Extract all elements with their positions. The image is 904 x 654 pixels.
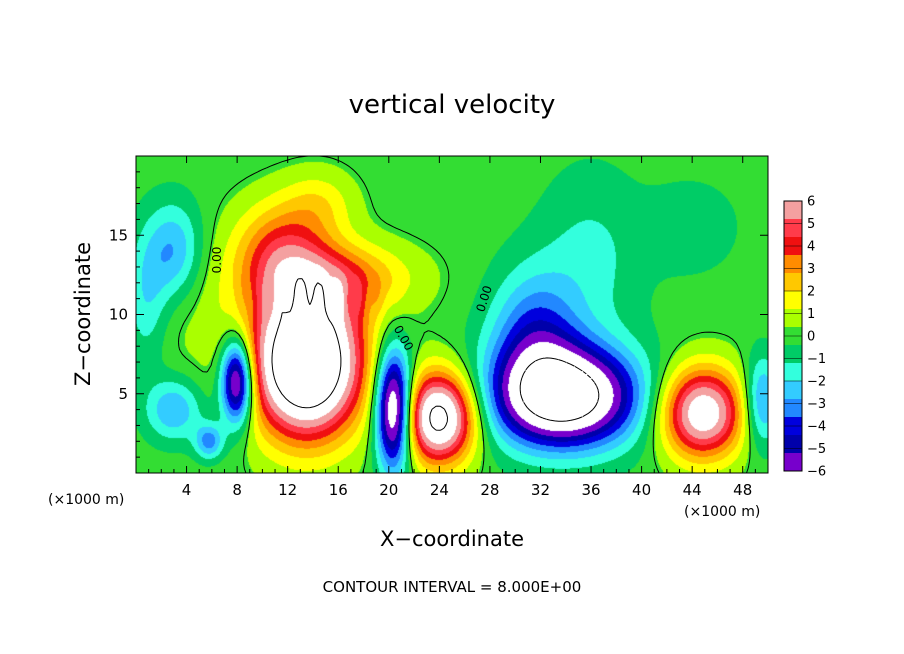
x-tick-label: 32 bbox=[531, 481, 550, 499]
colorbar-tick-label: 6 bbox=[807, 195, 815, 210]
colorbar-tick-label: −5 bbox=[807, 442, 826, 457]
colorbar-tick-label: −4 bbox=[807, 420, 826, 435]
colorbar-tick-label: 1 bbox=[807, 307, 815, 322]
colorbar-tick-label: −1 bbox=[807, 352, 826, 367]
contour-line bbox=[178, 155, 751, 474]
colorbar-swatch bbox=[784, 453, 802, 472]
x-axis-unit-left: (×1000 m) bbox=[48, 492, 124, 508]
x-tick-label: 4 bbox=[182, 481, 192, 499]
colorbar-swatch bbox=[784, 291, 802, 310]
colorbar-swatch bbox=[784, 219, 802, 238]
x-tick-label: 8 bbox=[232, 481, 242, 499]
contour-lines bbox=[178, 155, 751, 474]
colorbar-swatch bbox=[784, 255, 802, 274]
x-tick-label: 12 bbox=[278, 481, 297, 499]
x-tick-label: 36 bbox=[581, 481, 600, 499]
x-axis-unit-right: (×1000 m) bbox=[684, 504, 760, 520]
x-tick-label: 48 bbox=[733, 481, 752, 499]
y-tick-label: 5 bbox=[118, 385, 128, 403]
velocity-heatmap bbox=[136, 156, 768, 473]
colorbar-tick-label: 5 bbox=[807, 217, 815, 232]
y-tick-label: 15 bbox=[109, 226, 128, 244]
contour-label: 0.00 bbox=[210, 247, 224, 274]
colorbar-swatch bbox=[784, 399, 802, 418]
y-axis-label: Z−coordinate bbox=[71, 242, 95, 386]
colorbar-tick-label: −3 bbox=[807, 397, 826, 412]
x-tick-label: 20 bbox=[379, 481, 398, 499]
colorbar-tick-label: 2 bbox=[807, 285, 815, 300]
colorbar-tick-label: 0 bbox=[807, 330, 815, 345]
x-tick-label: 40 bbox=[632, 481, 651, 499]
contour-line bbox=[271, 278, 448, 431]
x-axis-ticks: 4 8 12 16 20 24 28 32 36 40 44 48 bbox=[148, 156, 756, 499]
y-tick-label: 10 bbox=[109, 306, 128, 324]
colorbar-tick-label: 4 bbox=[807, 240, 815, 255]
x-axis-label: X−coordinate bbox=[380, 527, 524, 551]
colorbar-swatch bbox=[784, 273, 802, 292]
colorbar-tick-label: 3 bbox=[807, 262, 815, 277]
contour-interval-note: CONTOUR INTERVAL = 8.000E+00 bbox=[323, 578, 582, 596]
colorbar: 6 5 4 3 2 1 0 −1 −2 −3 −4 −5 −6 bbox=[783, 195, 826, 480]
colorbar-swatch bbox=[784, 363, 802, 382]
chart-title: vertical velocity bbox=[349, 90, 556, 120]
x-tick-label: 28 bbox=[480, 481, 499, 499]
colorbar-swatch bbox=[784, 435, 802, 454]
plot-area: 0.00 0.00 0.00 4 8 12 16 20 24 28 32 36 40 44 48 51… bbox=[109, 155, 769, 499]
colorbar-tick-label: −2 bbox=[807, 375, 826, 390]
colorbar-swatch bbox=[784, 201, 802, 220]
colorbar-swatch bbox=[784, 381, 802, 400]
colorbar-swatch bbox=[784, 309, 802, 328]
colorbar-swatch bbox=[784, 345, 802, 364]
x-tick-label: 44 bbox=[683, 481, 702, 499]
colorbar-tick-label: −6 bbox=[807, 465, 826, 480]
y-axis-ticks: 5 10 15 bbox=[109, 171, 768, 458]
contour-negative bbox=[519, 357, 600, 422]
x-tick-label: 16 bbox=[329, 481, 348, 499]
x-tick-label: 24 bbox=[430, 481, 449, 499]
